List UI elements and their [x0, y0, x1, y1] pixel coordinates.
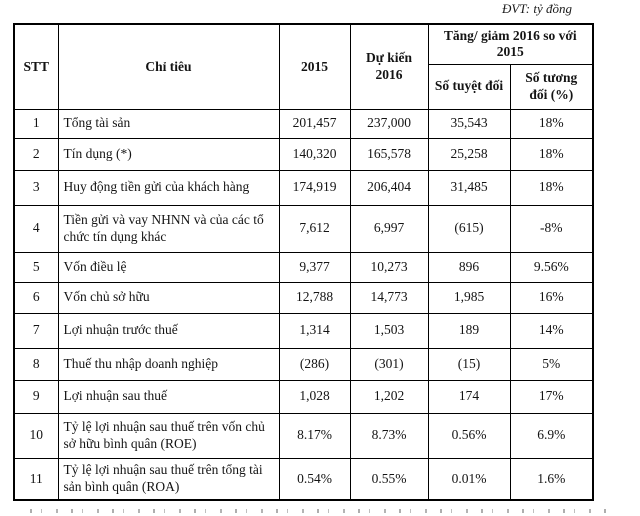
cell-2016: 165,578: [349, 137, 429, 171]
financial-plan-table: STT Chỉ tiêu 2015 Dự kiến 2016 Tăng/ giả…: [13, 23, 594, 501]
cell-2016: 14,773: [349, 281, 429, 314]
cell-2016: (301): [349, 347, 429, 381]
cell-chi-tieu: Tiền gửi và vay NHNN và của các tổ chức …: [57, 204, 280, 253]
cell-so-tuyet-doi: 896: [427, 251, 511, 283]
cell-so-tuong-doi: 14%: [509, 312, 594, 349]
cell-stt: 4: [13, 204, 59, 253]
table-row: 3 Huy động tiền gửi của khách hàng 174,9…: [13, 169, 594, 206]
table-row: 5 Vốn điều lệ 9,377 10,273 896 9.56%: [13, 251, 594, 283]
header-row-top: STT Chỉ tiêu 2015 Dự kiến 2016 Tăng/ giả…: [13, 23, 594, 110]
cell-2015: (286): [278, 347, 351, 381]
table-row: 10 Tỷ lệ lợi nhuận sau thuế trên vốn chủ…: [13, 412, 594, 459]
cell-so-tuong-doi: 17%: [509, 379, 594, 414]
cell-stt: 3: [13, 169, 59, 206]
cell-so-tuong-doi: 16%: [509, 281, 594, 314]
cell-so-tuyet-doi: 25,258: [427, 137, 511, 171]
cell-so-tuyet-doi: (615): [427, 204, 511, 253]
cell-2016: 1,202: [349, 379, 429, 414]
cell-so-tuong-doi: 18%: [509, 108, 594, 139]
cell-2015: 174,919: [278, 169, 351, 206]
cell-stt: 5: [13, 251, 59, 283]
cell-2016: 8.73%: [349, 412, 429, 459]
cell-stt: 7: [13, 312, 59, 349]
cell-chi-tieu: Lợi nhuận trước thuế: [57, 312, 280, 349]
cell-2015: 1,028: [278, 379, 351, 414]
cell-2016: 6,997: [349, 204, 429, 253]
cell-2016: 206,404: [349, 169, 429, 206]
header-so-tuyet-doi: Số tuyệt đối: [427, 63, 511, 110]
cell-so-tuong-doi: -8%: [509, 204, 594, 253]
cell-stt: 6: [13, 281, 59, 314]
clipped-footnote-remnant: [30, 509, 614, 513]
cell-chi-tieu: Tín dụng (*): [57, 137, 280, 171]
cell-2016: 0.55%: [349, 457, 429, 501]
cell-chi-tieu: Tổng tài sản: [57, 108, 280, 139]
table-row: 6 Vốn chủ sở hữu 12,788 14,773 1,985 16%: [13, 281, 594, 314]
cell-2015: 8.17%: [278, 412, 351, 459]
cell-2016: 1,503: [349, 312, 429, 349]
cell-chi-tieu: Huy động tiền gửi của khách hàng: [57, 169, 280, 206]
table-row: 8 Thuế thu nhập doanh nghiệp (286) (301)…: [13, 347, 594, 381]
header-so-tuong-doi: Số tương đối (%): [509, 63, 594, 110]
cell-so-tuong-doi: 9.56%: [509, 251, 594, 283]
cell-so-tuong-doi: 18%: [509, 169, 594, 206]
cell-chi-tieu: Vốn chủ sở hữu: [57, 281, 280, 314]
cell-2015: 12,788: [278, 281, 351, 314]
unit-note: ĐVT: tỷ đồng: [501, 1, 572, 16]
cell-2016: 10,273: [349, 251, 429, 283]
cell-chi-tieu: Vốn điều lệ: [57, 251, 280, 283]
cell-chi-tieu: Tỷ lệ lợi nhuận sau thuế trên tổng tài s…: [57, 457, 280, 501]
cell-2015: 7,612: [278, 204, 351, 253]
cell-stt: 11: [13, 457, 59, 501]
cell-so-tuyet-doi: 0.56%: [427, 412, 511, 459]
cell-2015: 0.54%: [278, 457, 351, 501]
cell-stt: 1: [13, 108, 59, 139]
cell-so-tuyet-doi: 0.01%: [427, 457, 511, 501]
table-row: 1 Tổng tài sản 201,457 237,000 35,543 18…: [13, 108, 594, 139]
cell-stt: 9: [13, 379, 59, 414]
cell-so-tuyet-doi: 31,485: [427, 169, 511, 206]
cell-2015: 9,377: [278, 251, 351, 283]
table-row: 9 Lợi nhuận sau thuế 1,028 1,202 174 17%: [13, 379, 594, 414]
table-row: 2 Tín dụng (*) 140,320 165,578 25,258 18…: [13, 137, 594, 171]
table-row: 11 Tỷ lệ lợi nhuận sau thuế trên tổng tà…: [13, 457, 594, 501]
header-stt: STT: [13, 23, 59, 110]
cell-chi-tieu: Lợi nhuận sau thuế: [57, 379, 280, 414]
table-row: 4 Tiền gửi và vay NHNN và của các tổ chứ…: [13, 204, 594, 253]
cell-so-tuyet-doi: 35,543: [427, 108, 511, 139]
table-row: 7 Lợi nhuận trước thuế 1,314 1,503 189 1…: [13, 312, 594, 349]
cell-stt: 10: [13, 412, 59, 459]
header-tang-giam-2016: Tăng/ giảm 2016 so với 2015: [427, 23, 594, 65]
cell-so-tuyet-doi: 189: [427, 312, 511, 349]
cell-chi-tieu: Thuế thu nhập doanh nghiệp: [57, 347, 280, 381]
cell-chi-tieu: Tỷ lệ lợi nhuận sau thuế trên vốn chủ sở…: [57, 412, 280, 459]
header-chi-tieu: Chỉ tiêu: [57, 23, 280, 110]
cell-so-tuong-doi: 6.9%: [509, 412, 594, 459]
cell-so-tuyet-doi: (15): [427, 347, 511, 381]
cell-so-tuong-doi: 18%: [509, 137, 594, 171]
cell-stt: 2: [13, 137, 59, 171]
header-row-sub: Số tuyệt đối Số tương đối (%): [14, 63, 594, 110]
cell-so-tuyet-doi: 174: [427, 379, 511, 414]
cell-stt: 8: [13, 347, 59, 381]
header-du-kien-2016: Dự kiến 2016: [349, 23, 429, 110]
cell-so-tuyet-doi: 1,985: [427, 281, 511, 314]
cell-2016: 237,000: [349, 108, 429, 139]
cell-2015: 1,314: [278, 312, 351, 349]
cell-2015: 201,457: [278, 108, 351, 139]
cell-so-tuong-doi: 1.6%: [509, 457, 594, 501]
cell-so-tuong-doi: 5%: [509, 347, 594, 381]
cell-2015: 140,320: [278, 137, 351, 171]
header-2015: 2015: [278, 23, 351, 110]
